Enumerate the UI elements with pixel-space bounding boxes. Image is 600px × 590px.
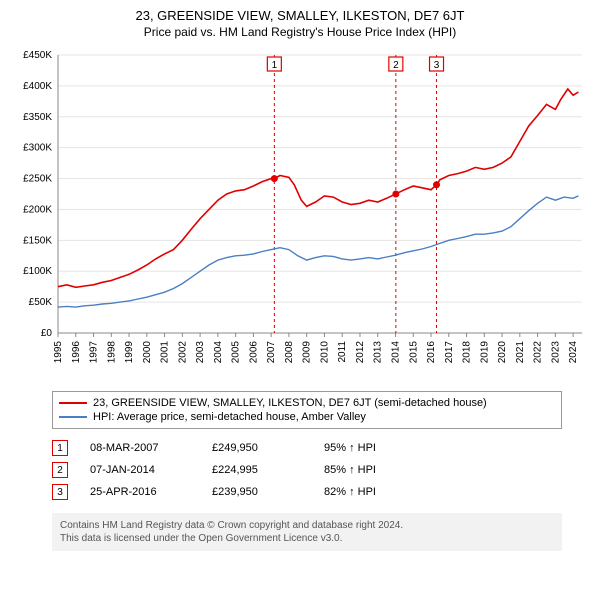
event-pct: 82% ↑ HPI — [324, 486, 424, 498]
chart-title: 23, GREENSIDE VIEW, SMALLEY, ILKESTON, D… — [10, 8, 590, 23]
legend-label: 23, GREENSIDE VIEW, SMALLEY, ILKESTON, D… — [93, 397, 487, 409]
footer-attribution: Contains HM Land Registry data © Crown c… — [52, 513, 562, 551]
svg-text:2005: 2005 — [231, 341, 242, 364]
chart-subtitle: Price paid vs. HM Land Registry's House … — [10, 25, 590, 39]
legend-row: 23, GREENSIDE VIEW, SMALLEY, ILKESTON, D… — [59, 396, 555, 410]
legend-label: HPI: Average price, semi-detached house,… — [93, 411, 366, 423]
svg-text:2018: 2018 — [462, 341, 473, 364]
svg-text:2023: 2023 — [550, 341, 561, 364]
event-number-box: 3 — [52, 484, 68, 500]
svg-text:2002: 2002 — [177, 341, 188, 364]
svg-text:£200K: £200K — [23, 204, 52, 215]
event-number-box: 2 — [52, 462, 68, 478]
svg-text:2017: 2017 — [444, 341, 455, 364]
event-pct: 85% ↑ HPI — [324, 464, 424, 476]
event-date: 07-JAN-2014 — [90, 464, 190, 476]
event-price: £239,950 — [212, 486, 302, 498]
legend: 23, GREENSIDE VIEW, SMALLEY, ILKESTON, D… — [52, 391, 562, 429]
svg-text:3: 3 — [434, 60, 440, 71]
svg-text:£400K: £400K — [23, 81, 52, 92]
svg-text:2010: 2010 — [319, 341, 330, 364]
svg-text:2020: 2020 — [497, 341, 508, 364]
event-number-box: 1 — [52, 440, 68, 456]
svg-text:2022: 2022 — [533, 341, 544, 364]
svg-text:1996: 1996 — [71, 341, 82, 364]
svg-text:2009: 2009 — [302, 341, 313, 364]
svg-text:2006: 2006 — [248, 341, 259, 364]
event-row: 3 25-APR-2016 £239,950 82% ↑ HPI — [52, 481, 590, 503]
svg-text:2013: 2013 — [373, 341, 384, 364]
event-price: £249,950 — [212, 442, 302, 454]
svg-text:2021: 2021 — [515, 341, 526, 364]
svg-text:1995: 1995 — [53, 341, 64, 364]
svg-text:£250K: £250K — [23, 174, 52, 185]
chart-container: 23, GREENSIDE VIEW, SMALLEY, ILKESTON, D… — [0, 0, 600, 559]
svg-text:2019: 2019 — [479, 341, 490, 364]
svg-text:2016: 2016 — [426, 341, 437, 364]
event-pct: 95% ↑ HPI — [324, 442, 424, 454]
svg-text:1998: 1998 — [106, 341, 117, 364]
svg-text:2: 2 — [393, 60, 399, 71]
svg-text:2000: 2000 — [142, 341, 153, 364]
event-price: £224,995 — [212, 464, 302, 476]
events-table: 1 08-MAR-2007 £249,950 95% ↑ HPI 2 07-JAN-201… — [52, 437, 590, 503]
svg-text:£0: £0 — [41, 328, 53, 339]
svg-text:1: 1 — [272, 60, 278, 71]
svg-text:£150K: £150K — [23, 235, 52, 246]
svg-text:£100K: £100K — [23, 266, 52, 277]
footer-line: This data is licensed under the Open Gov… — [60, 532, 554, 545]
event-row: 2 07-JAN-2014 £224,995 85% ↑ HPI — [52, 459, 590, 481]
svg-text:2011: 2011 — [337, 341, 348, 363]
legend-swatch — [59, 416, 87, 418]
svg-text:2014: 2014 — [390, 341, 401, 364]
legend-swatch — [59, 402, 87, 404]
svg-text:2003: 2003 — [195, 341, 206, 364]
event-date: 08-MAR-2007 — [90, 442, 190, 454]
event-date: 25-APR-2016 — [90, 486, 190, 498]
svg-text:£350K: £350K — [23, 112, 52, 123]
chart-svg: £0 £50K £100K £150K £200K £250K £300K £350K £400… — [10, 45, 590, 385]
svg-text:2015: 2015 — [408, 341, 419, 364]
svg-text:2024: 2024 — [568, 341, 579, 364]
svg-text:1997: 1997 — [89, 341, 100, 364]
footer-line: Contains HM Land Registry data © Crown c… — [60, 519, 554, 532]
svg-text:2007: 2007 — [266, 341, 277, 364]
event-row: 1 08-MAR-2007 £249,950 95% ↑ HPI — [52, 437, 590, 459]
svg-text:£450K: £450K — [23, 50, 52, 61]
svg-text:£50K: £50K — [29, 297, 53, 308]
svg-text:2008: 2008 — [284, 341, 295, 364]
svg-text:2001: 2001 — [160, 341, 171, 364]
svg-text:2004: 2004 — [213, 341, 224, 364]
svg-text:1999: 1999 — [124, 341, 135, 364]
svg-text:2012: 2012 — [355, 341, 366, 364]
svg-text:£300K: £300K — [23, 143, 52, 154]
legend-row: HPI: Average price, semi-detached house,… — [59, 410, 555, 424]
plot-area: £0 £50K £100K £150K £200K £250K £300K £350K £400… — [10, 45, 590, 385]
